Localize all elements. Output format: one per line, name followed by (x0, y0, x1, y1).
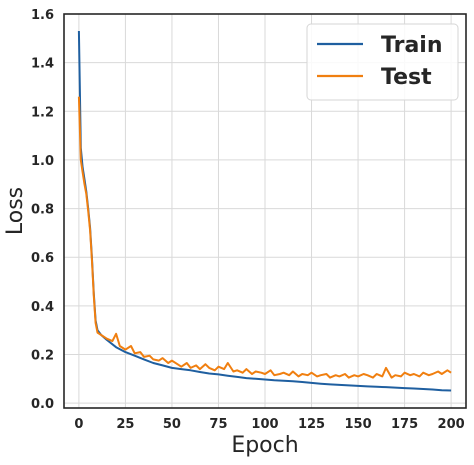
y-tick-label: 1.2 (31, 105, 54, 120)
x-tick-label: 200 (438, 417, 465, 432)
legend: Train Test (306, 23, 459, 101)
series-line-test (77, 96, 452, 379)
plot-frame (63, 13, 467, 409)
x-tick-label: 150 (344, 417, 371, 432)
x-tick-label: 100 (251, 417, 278, 432)
y-tick-label: 0.8 (31, 203, 54, 218)
y-tick-label: 1.6 (31, 8, 54, 23)
x-tick-label: 125 (298, 417, 325, 432)
y-tick-labels: 0.0 0.2 0.4 0.6 0.8 1.0 1.2 1.4 1.6 (31, 8, 54, 412)
y-tick-label: 0.4 (31, 300, 54, 315)
x-tick-labels: 0 25 50 75 100 125 150 175 200 (74, 417, 464, 432)
y-tick-label: 1.0 (31, 154, 54, 169)
y-tick-label: 0.2 (31, 348, 54, 363)
y-tick-label: 0.6 (31, 251, 54, 266)
y-axis-title: Loss (3, 187, 28, 235)
series-lines (77, 30, 452, 392)
x-tick-label: 50 (163, 417, 181, 432)
legend-label-test: Test (381, 65, 432, 90)
y-tick-label: 0.0 (31, 397, 54, 412)
x-tick-label: 75 (209, 417, 227, 432)
x-tick-label: 25 (116, 417, 134, 432)
x-tick-label: 0 (74, 417, 83, 432)
x-axis-title: Epoch (231, 433, 298, 458)
legend-label-train: Train (381, 33, 443, 58)
x-tick-label: 175 (391, 417, 418, 432)
y-tick-label: 1.4 (31, 57, 54, 72)
